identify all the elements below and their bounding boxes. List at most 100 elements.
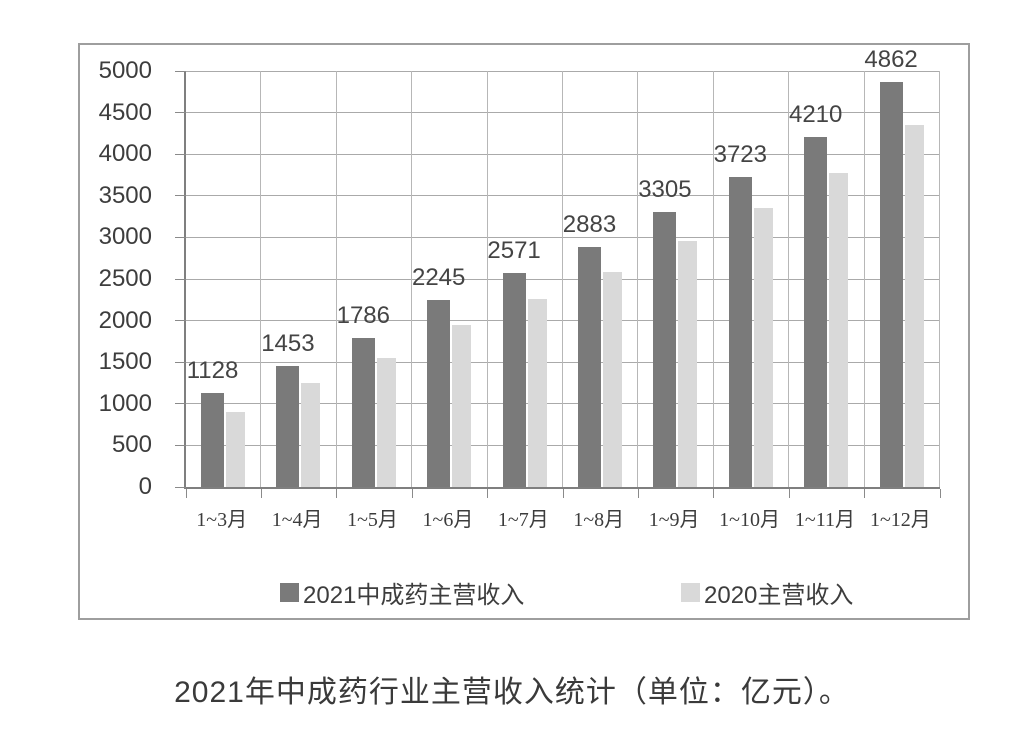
x-axis-category-label: 1~12月 [869, 509, 931, 531]
x-axis-category-label: 1~9月 [648, 509, 700, 531]
x-axis-category-label: 1~5月 [347, 509, 398, 531]
bar-group: 1128 [186, 71, 261, 487]
bar-2021 [728, 177, 752, 487]
bar-2021 [502, 273, 526, 487]
y-axis-tick [175, 320, 186, 322]
bar-data-label: 3723 [713, 141, 767, 169]
bar-2020 [829, 172, 849, 487]
gridline-vertical [863, 71, 865, 487]
gridline-vertical [712, 71, 714, 487]
bar-group: 4210 [789, 71, 864, 487]
bar-2020 [226, 412, 245, 487]
legend-item-2021: 2021中成药主营收入 [280, 575, 524, 610]
y-axis-tick-label: 5000 [98, 57, 152, 84]
gridline-vertical [562, 71, 563, 487]
gridline-vertical [411, 71, 413, 487]
y-axis-tick [175, 195, 186, 197]
x-axis-tick [260, 489, 262, 498]
y-axis-tick [175, 403, 186, 405]
gridline-horizontal [177, 320, 940, 322]
y-axis-tick [175, 236, 186, 238]
y-axis-tick-label: 3000 [98, 223, 152, 251]
bar-2021 [804, 136, 828, 487]
gridline-vertical [486, 71, 488, 487]
bar-2020 [904, 125, 924, 487]
x-axis-category-label: 1~8月 [573, 509, 625, 531]
gridline-vertical [260, 71, 262, 487]
x-axis-tick [939, 489, 941, 498]
bar-data-label: 4862 [864, 46, 918, 74]
bar-2020 [301, 383, 321, 487]
y-axis-tick [175, 278, 186, 280]
bar-2020 [603, 272, 622, 487]
bar-2020 [678, 240, 698, 487]
bar-group: 3723 [714, 71, 789, 487]
bar-2020 [527, 298, 547, 487]
gridline-horizontal [177, 195, 940, 197]
bar-group: 2245 [412, 71, 487, 487]
legend-label-2020: 2020主营收入 [704, 582, 854, 609]
gridline-horizontal [177, 278, 940, 280]
gridline-horizontal [177, 153, 940, 155]
y-axis-tick-label: 3500 [98, 181, 152, 209]
bar-data-label: 2883 [562, 211, 617, 239]
bar-data-label: 3305 [638, 176, 692, 204]
bar-group: 2883 [563, 71, 638, 487]
gridline-vertical [788, 71, 790, 487]
legend-swatch-2021-icon [280, 583, 299, 602]
bar-2020 [376, 358, 396, 487]
x-axis-tick [788, 489, 790, 498]
figure-caption: 2021年中成药行业主营收入统计（单位：亿元）。 [174, 676, 850, 709]
x-axis-tick [637, 489, 639, 498]
gridline-vertical [637, 71, 639, 487]
x-axis-category-label: 1~3月 [196, 509, 248, 531]
x-axis-tick [713, 489, 715, 498]
bar-2020 [452, 324, 472, 487]
bar-2021 [276, 366, 300, 487]
gridline-horizontal [177, 361, 940, 363]
y-axis-tick [175, 361, 186, 363]
legend-label-2021: 2021中成药主营收入 [303, 582, 525, 609]
gridline-horizontal [177, 403, 940, 405]
y-axis-tick [175, 444, 186, 446]
legend-item-2020: 2020主营收入 [681, 575, 853, 610]
bar-2021 [653, 212, 677, 487]
x-axis-category-label: 1~10月 [719, 509, 780, 531]
plot-area: 1128 1453 1786 2245 2571 2883 3305 3723 4210 4862 [175, 48, 941, 498]
x-axis-category-label: 1~7月 [497, 509, 549, 531]
x-axis-category-label: 1~4月 [271, 509, 323, 531]
x-axis-tick [562, 489, 564, 498]
bar-group: 2571 [487, 71, 563, 487]
y-axis-tick-label: 1000 [98, 389, 152, 417]
bar-2020 [753, 208, 773, 487]
y-axis-labels: 0 500 1000 1500 2000 2500 3000 3500 4000 4500 5000 [80, 45, 152, 618]
gridline-vertical [939, 71, 940, 487]
bar-data-label: 1786 [336, 302, 390, 330]
gridline-horizontal [177, 70, 940, 72]
chart-box: 0 500 1000 1500 2000 2500 3000 3500 4000 4500 5000… [78, 43, 970, 620]
bar-data-label: 1453 [261, 330, 315, 358]
bar-group: 1786 [337, 71, 412, 487]
bar-2021 [201, 393, 224, 487]
bar-group: 3305 [638, 71, 713, 487]
x-axis-tick [336, 489, 338, 498]
bar-data-label: 4210 [788, 100, 843, 128]
bar-group: 4862 [864, 48, 940, 487]
x-axis-tick [864, 489, 866, 498]
y-axis-tick-label: 1500 [98, 348, 152, 376]
y-axis-tick [175, 486, 186, 488]
bar-2021 [879, 82, 903, 487]
gridline-horizontal [177, 444, 940, 446]
y-axis-tick [175, 112, 186, 114]
y-axis-tick-label: 2500 [98, 265, 152, 292]
gridline-horizontal [177, 236, 940, 238]
gridline-horizontal [177, 112, 940, 114]
bar-data-label: 1128 [186, 357, 239, 385]
y-axis-tick-label: 2000 [98, 306, 152, 334]
x-axis-tick [185, 489, 187, 498]
bar-data-label: 2245 [411, 264, 466, 292]
y-axis-tick-label: 0 [138, 473, 152, 500]
y-axis-tick-label: 4500 [98, 98, 152, 126]
x-axis-tick [411, 489, 413, 498]
